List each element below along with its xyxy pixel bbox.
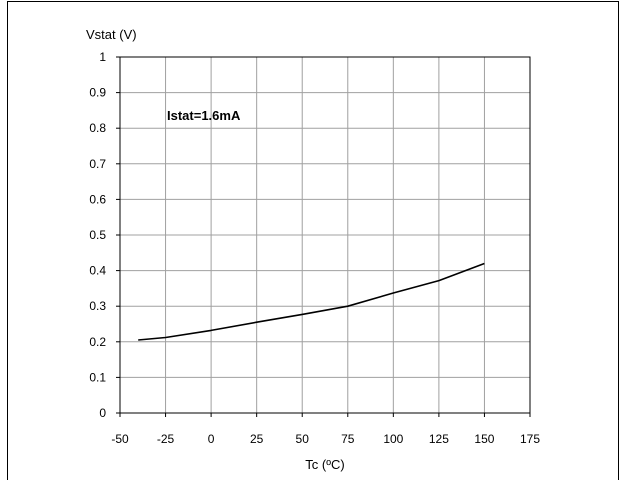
annotation-label: Istat=1.6mA (167, 108, 241, 123)
grid (120, 57, 530, 413)
y-tick-label: 0.5 (89, 228, 106, 242)
x-tick-label: 50 (296, 432, 310, 446)
x-tick-label: 175 (520, 432, 540, 446)
x-tick-label: 0 (208, 432, 215, 446)
chart-frame (7, 1, 619, 480)
tick-labels: -50 -25 0 25 50 75 100 125 150 175 0 0.1 0.2 0.3 0.4 0.… (89, 50, 540, 446)
y-tick-label: 0.1 (89, 370, 106, 384)
series-layer (138, 262, 485, 341)
x-tick-label: -50 (111, 432, 129, 446)
x-tick-label: 25 (250, 432, 264, 446)
x-tick-label: 100 (383, 432, 403, 446)
y-tick-label: 0.7 (89, 157, 106, 171)
y-tick-label: 0 (99, 406, 106, 420)
y-axis-label: Vstat (V) (86, 27, 137, 42)
x-tick-label: 75 (341, 432, 355, 446)
x-tick-label: -25 (157, 432, 175, 446)
y-tick-label: 0.4 (89, 264, 106, 278)
x-axis-label: Tc (ºC) (305, 457, 344, 472)
y-tick-label: 0.2 (89, 335, 106, 349)
y-tick-label: 0.3 (89, 299, 106, 313)
y-tick-label: 0.6 (89, 192, 106, 206)
y-tick-label: 1 (99, 50, 106, 64)
series-line (138, 262, 485, 341)
x-tick-label: 150 (474, 432, 494, 446)
x-tick-label: 125 (429, 432, 449, 446)
y-tick-label: 0.9 (89, 86, 106, 100)
y-tick-label: 0.8 (89, 121, 106, 135)
